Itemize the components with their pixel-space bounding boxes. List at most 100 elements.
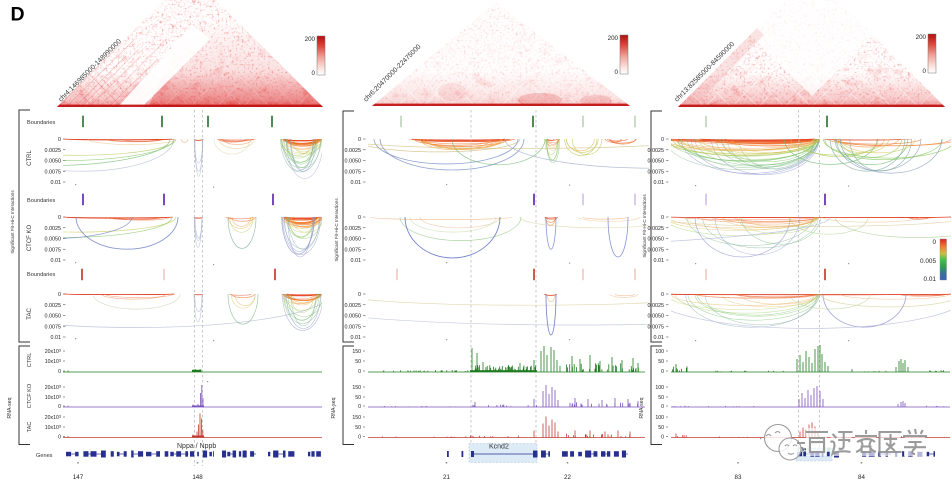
svg-text:83: 83 bbox=[735, 474, 742, 481]
svg-text:0.0025: 0.0025 bbox=[45, 303, 62, 309]
svg-text:0: 0 bbox=[661, 137, 664, 143]
svg-text:50: 50 bbox=[355, 395, 361, 401]
svg-text:200: 200 bbox=[608, 35, 619, 42]
svg-text:148: 148 bbox=[192, 474, 203, 481]
svg-text:0.01: 0.01 bbox=[351, 258, 362, 264]
svg-text:0: 0 bbox=[58, 369, 61, 375]
svg-text:0.0050: 0.0050 bbox=[45, 237, 62, 243]
svg-text:CTCF KO: CTCF KO bbox=[27, 383, 33, 408]
svg-text:RNA-seq: RNA-seq bbox=[331, 397, 337, 418]
svg-text:0.0025: 0.0025 bbox=[648, 303, 665, 309]
svg-text:150: 150 bbox=[352, 385, 361, 391]
svg-text:200: 200 bbox=[916, 34, 927, 41]
svg-text:0.0075: 0.0075 bbox=[45, 169, 62, 175]
svg-text:0.0025: 0.0025 bbox=[345, 226, 362, 232]
svg-text:0.005: 0.005 bbox=[920, 258, 936, 265]
svg-text:0: 0 bbox=[923, 68, 927, 75]
svg-text:0.01: 0.01 bbox=[654, 180, 665, 186]
svg-text:0.01: 0.01 bbox=[51, 180, 62, 186]
svg-text:50: 50 bbox=[658, 425, 664, 431]
svg-text:0.0050: 0.0050 bbox=[345, 159, 362, 165]
svg-text:0.0075: 0.0075 bbox=[648, 324, 665, 330]
svg-text:TAC: TAC bbox=[27, 422, 33, 433]
svg-text:Nppa / Nppb: Nppa / Nppb bbox=[177, 443, 216, 450]
svg-text:84: 84 bbox=[858, 474, 865, 481]
svg-text:0: 0 bbox=[58, 292, 61, 298]
svg-text:Boundaries: Boundaries bbox=[27, 198, 56, 204]
svg-text:0.0075: 0.0075 bbox=[648, 169, 665, 175]
svg-text:0: 0 bbox=[932, 239, 936, 246]
svg-text:0.0025: 0.0025 bbox=[648, 148, 665, 154]
svg-text:150: 150 bbox=[352, 349, 361, 355]
svg-text:0: 0 bbox=[358, 137, 361, 143]
svg-text:CTRL: CTRL bbox=[27, 353, 33, 368]
svg-text:147: 147 bbox=[73, 474, 84, 481]
svg-text:Boundaries: Boundaries bbox=[27, 272, 56, 278]
svg-text:0: 0 bbox=[58, 435, 61, 441]
svg-text:0.0025: 0.0025 bbox=[648, 226, 665, 232]
svg-text:150: 150 bbox=[352, 415, 361, 421]
svg-text:100: 100 bbox=[655, 415, 664, 421]
svg-text:50: 50 bbox=[658, 359, 664, 365]
svg-text:0.0050: 0.0050 bbox=[345, 237, 362, 243]
svg-text:200: 200 bbox=[305, 36, 316, 43]
svg-text:CTCF KO: CTCF KO bbox=[27, 225, 33, 252]
svg-text:0: 0 bbox=[661, 404, 664, 410]
svg-text:0: 0 bbox=[661, 369, 664, 375]
svg-text:D: D bbox=[11, 4, 25, 26]
svg-text:RNA-seq: RNA-seq bbox=[639, 397, 645, 418]
svg-text:CTRL: CTRL bbox=[27, 150, 33, 166]
svg-text:0.0050: 0.0050 bbox=[648, 314, 665, 320]
svg-text:0: 0 bbox=[58, 137, 61, 143]
svg-text:Significant Fit-Hi-C Interacti: Significant Fit-Hi-C Interactions bbox=[10, 190, 15, 254]
svg-text:0: 0 bbox=[358, 404, 361, 410]
svg-text:0.0075: 0.0075 bbox=[345, 324, 362, 330]
svg-text:0.01: 0.01 bbox=[351, 335, 362, 341]
svg-text:10x103: 10x103 bbox=[45, 395, 61, 402]
svg-text:0.0050: 0.0050 bbox=[345, 314, 362, 320]
svg-text:0.01: 0.01 bbox=[351, 180, 362, 186]
svg-text:0.01: 0.01 bbox=[654, 258, 665, 264]
svg-text:0: 0 bbox=[661, 292, 664, 298]
svg-text:0: 0 bbox=[358, 292, 361, 298]
svg-text:0.0050: 0.0050 bbox=[648, 159, 665, 165]
svg-text:0: 0 bbox=[358, 435, 361, 441]
svg-text:0.0050: 0.0050 bbox=[45, 314, 62, 320]
svg-text:0: 0 bbox=[358, 369, 361, 375]
svg-text:0.0050: 0.0050 bbox=[45, 159, 62, 165]
svg-text:0: 0 bbox=[615, 69, 619, 76]
svg-text:0.0025: 0.0025 bbox=[345, 303, 362, 309]
svg-text:0.01: 0.01 bbox=[924, 276, 937, 283]
svg-text:Me: Me bbox=[798, 448, 807, 454]
svg-text:Genes: Genes bbox=[36, 453, 53, 459]
svg-text:RNA-seq: RNA-seq bbox=[7, 397, 13, 418]
svg-text:0.0075: 0.0075 bbox=[45, 247, 62, 253]
svg-text:21: 21 bbox=[443, 474, 450, 481]
svg-text:10x103: 10x103 bbox=[45, 425, 61, 432]
svg-text:20x103: 20x103 bbox=[45, 385, 61, 392]
svg-text:100: 100 bbox=[655, 385, 664, 391]
svg-text:10x103: 10x103 bbox=[45, 359, 61, 366]
svg-text:0.0075: 0.0075 bbox=[45, 324, 62, 330]
svg-text:0.0025: 0.0025 bbox=[45, 148, 62, 154]
svg-text:50: 50 bbox=[355, 359, 361, 365]
svg-text:20x103: 20x103 bbox=[45, 349, 61, 356]
svg-text:0.0050: 0.0050 bbox=[648, 237, 665, 243]
svg-text:0.0025: 0.0025 bbox=[45, 226, 62, 232]
svg-text:0.0075: 0.0075 bbox=[345, 247, 362, 253]
svg-text:Boundaries: Boundaries bbox=[27, 120, 56, 126]
svg-text:20x103: 20x103 bbox=[45, 415, 61, 422]
svg-text:Significant Fit-Hi-C Interacti: Significant Fit-Hi-C Interactions bbox=[334, 198, 339, 262]
svg-text:0.01: 0.01 bbox=[51, 258, 62, 264]
svg-text:0.01: 0.01 bbox=[51, 335, 62, 341]
svg-text:0: 0 bbox=[312, 70, 316, 77]
svg-text:0.0075: 0.0075 bbox=[648, 247, 665, 253]
svg-text:0.01: 0.01 bbox=[654, 335, 665, 341]
svg-text:TAC: TAC bbox=[27, 308, 33, 320]
svg-text:50: 50 bbox=[658, 395, 664, 401]
svg-text:0.0025: 0.0025 bbox=[345, 148, 362, 154]
svg-text:0: 0 bbox=[661, 215, 664, 221]
svg-text:0: 0 bbox=[358, 215, 361, 221]
svg-text:0: 0 bbox=[58, 215, 61, 221]
svg-text:0: 0 bbox=[661, 435, 664, 441]
